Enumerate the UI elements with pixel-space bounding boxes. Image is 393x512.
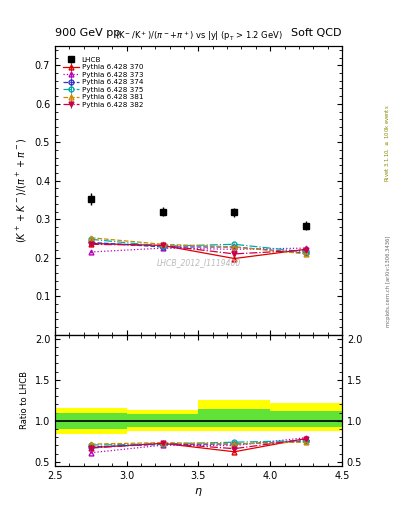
Text: 900 GeV pp: 900 GeV pp bbox=[55, 28, 120, 38]
Y-axis label: Ratio to LHCB: Ratio to LHCB bbox=[20, 371, 29, 430]
Legend: LHCB, Pythia 6.428 370, Pythia 6.428 373, Pythia 6.428 374, Pythia 6.428 375, Py: LHCB, Pythia 6.428 370, Pythia 6.428 373… bbox=[61, 55, 145, 110]
Text: Rivet 3.1.10, $\geq$ 100k events: Rivet 3.1.10, $\geq$ 100k events bbox=[384, 104, 391, 182]
Y-axis label: $(K^+ + K^-)/(\pi^+ + \pi^-)$: $(K^+ + K^-)/(\pi^+ + \pi^-)$ bbox=[15, 138, 29, 243]
Text: LHCB_2012_I1119400: LHCB_2012_I1119400 bbox=[156, 258, 241, 267]
Text: mcplots.cern.ch [arXiv:1306.3436]: mcplots.cern.ch [arXiv:1306.3436] bbox=[386, 236, 391, 327]
Text: Soft QCD: Soft QCD bbox=[292, 28, 342, 38]
Text: (K$^-$/K$^+$)/($\pi^-$+$\pi^+$) vs |y| (p$_\mathrm{T}$ > 1.2 GeV): (K$^-$/K$^+$)/($\pi^-$+$\pi^+$) vs |y| (… bbox=[115, 30, 282, 43]
X-axis label: $\eta$: $\eta$ bbox=[194, 486, 203, 498]
